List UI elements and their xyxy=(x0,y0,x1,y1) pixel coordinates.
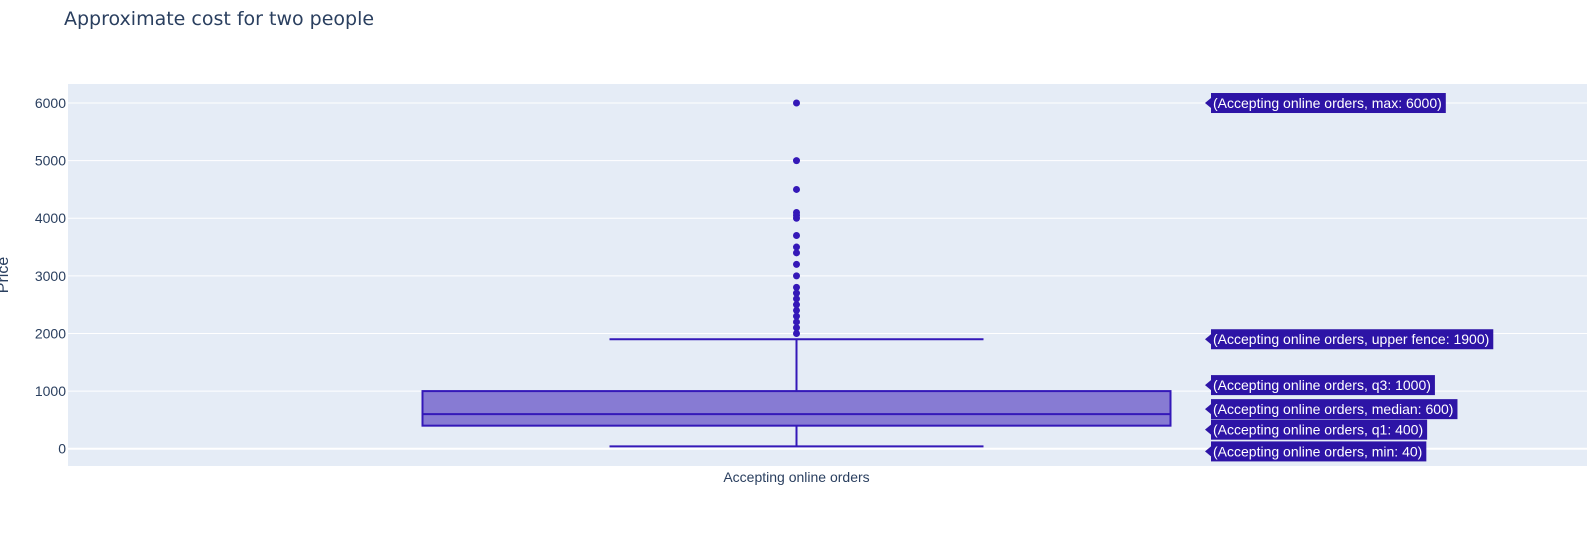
y-tick-label: 3000 xyxy=(35,268,66,284)
hover-label-pointer xyxy=(1205,404,1211,415)
hover-label-text: (Accepting online orders, q1: 400) xyxy=(1213,422,1423,438)
hover-label: (Accepting online orders, max: 6000) xyxy=(1205,93,1446,114)
outlier-point[interactable] xyxy=(793,318,800,326)
hover-label-box xyxy=(1211,441,1427,462)
iqr-box[interactable] xyxy=(421,390,1172,427)
hover-label-pointer xyxy=(1205,380,1211,391)
y-tick-label: 2000 xyxy=(35,325,66,341)
hover-label: (Accepting online orders, q1: 400) xyxy=(1205,419,1428,440)
hover-label-box xyxy=(1211,375,1435,396)
y-tick-label: 6000 xyxy=(35,95,66,111)
hover-label-box xyxy=(1211,93,1446,114)
x-tick-label: Accepting online orders xyxy=(723,469,869,485)
outlier-point[interactable] xyxy=(793,283,800,291)
outlier-point[interactable] xyxy=(793,329,800,337)
outlier-point[interactable] xyxy=(793,99,800,107)
outlier-point[interactable] xyxy=(793,232,800,240)
hover-label-text: (Accepting online orders, max: 6000) xyxy=(1213,95,1442,111)
outlier-point[interactable] xyxy=(793,312,800,320)
outlier-point[interactable] xyxy=(793,324,800,332)
outlier-point[interactable] xyxy=(793,214,800,222)
y-tick-label: 4000 xyxy=(35,210,66,226)
y-axis-ticks: 0 1000 2000 3000 4000 5000 6000 xyxy=(35,95,66,457)
outlier-points[interactable] xyxy=(793,99,800,337)
hover-label-pointer xyxy=(1205,334,1211,345)
hover-label-text: (Accepting online orders, min: 40) xyxy=(1213,443,1422,459)
hover-label-pointer xyxy=(1205,446,1211,457)
hover-label: (Accepting online orders, upper fence: 1… xyxy=(1205,329,1494,350)
hover-label-box xyxy=(1211,419,1428,440)
hover-label: (Accepting online orders, min: 40) xyxy=(1205,441,1427,462)
outlier-point[interactable] xyxy=(793,185,800,193)
hover-label: (Accepting online orders, q3: 1000) xyxy=(1205,375,1435,396)
hover-label-text: (Accepting online orders, q3: 1000) xyxy=(1213,377,1431,393)
outlier-point[interactable] xyxy=(793,249,800,257)
outlier-point[interactable] xyxy=(793,289,800,297)
x-axis-ticks: Accepting online orders xyxy=(723,469,869,485)
outlier-point[interactable] xyxy=(793,243,800,251)
hover-label-text: (Accepting online orders, upper fence: 1… xyxy=(1213,331,1489,347)
outlier-point[interactable] xyxy=(793,301,800,309)
outlier-point[interactable] xyxy=(793,260,800,268)
hover-label-box xyxy=(1211,399,1458,420)
hover-label-text: (Accepting online orders, median: 600) xyxy=(1213,401,1453,417)
hover-label-box xyxy=(1211,329,1494,350)
box-trace[interactable] xyxy=(421,338,1172,448)
y-tick-label: 1000 xyxy=(35,383,66,399)
y-tick-label: 0 xyxy=(58,441,66,457)
hover-label: (Accepting online orders, median: 600) xyxy=(1205,399,1458,420)
outlier-point[interactable] xyxy=(793,295,800,303)
outlier-point[interactable] xyxy=(793,157,800,165)
outlier-point[interactable] xyxy=(793,272,800,280)
y-axis-title: Price xyxy=(0,257,12,294)
hover-label-pointer xyxy=(1205,98,1211,109)
outlier-point[interactable] xyxy=(793,306,800,314)
hover-label-pointer xyxy=(1205,424,1211,435)
hover-labels: (Accepting online orders, max: 6000) (Acc… xyxy=(1205,93,1494,462)
chart-title: Approximate cost for two people xyxy=(64,8,375,30)
y-tick-label: 5000 xyxy=(35,153,66,169)
